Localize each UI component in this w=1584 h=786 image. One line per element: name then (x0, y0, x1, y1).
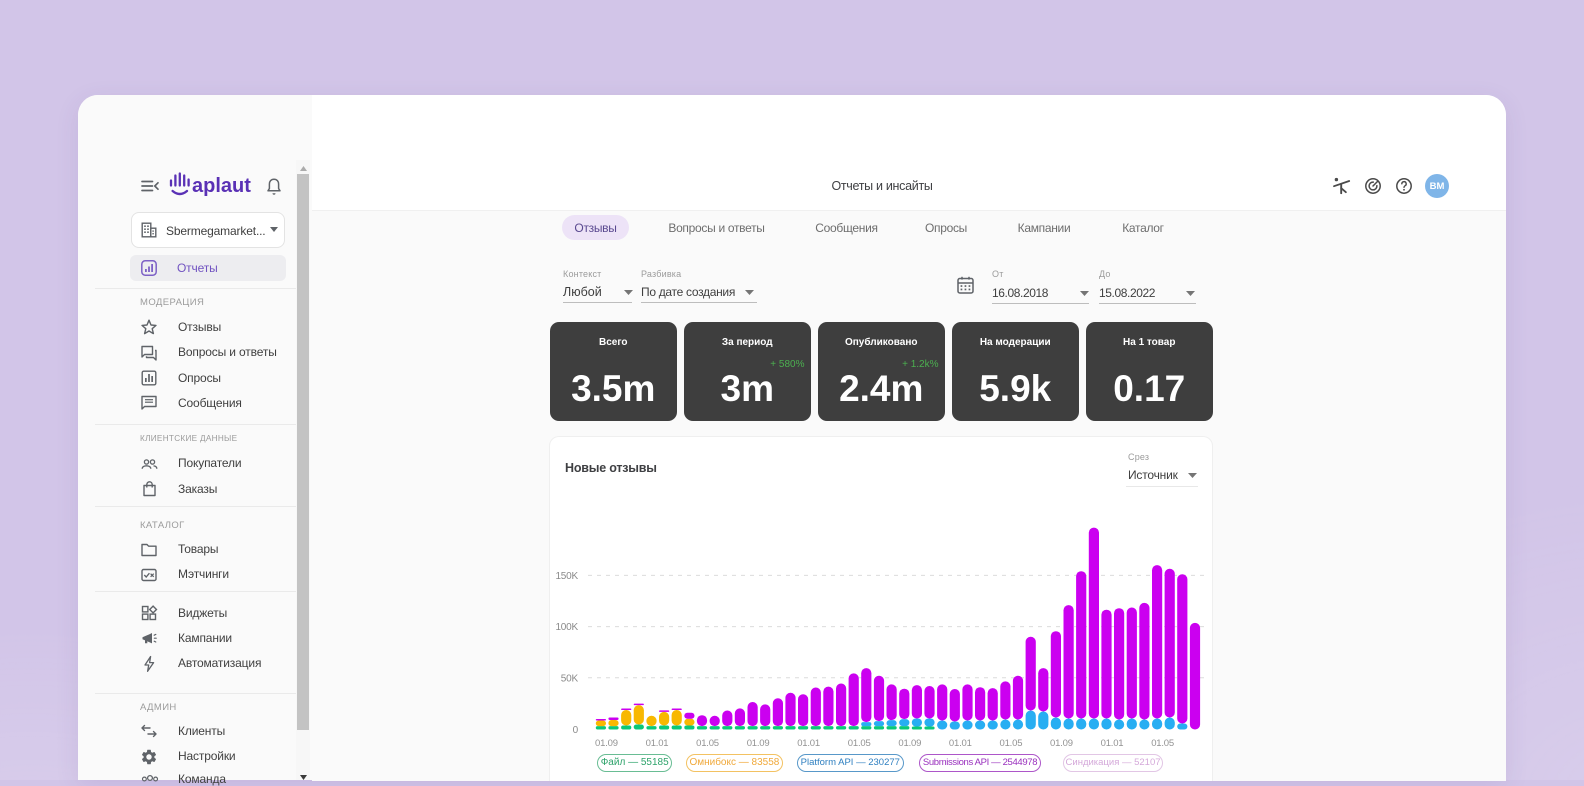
svg-text:01.05: 01.05 (696, 738, 719, 749)
svg-text:01.05: 01.05 (1000, 738, 1023, 749)
svg-text:01.01: 01.01 (797, 738, 820, 749)
svg-text:0: 0 (573, 725, 579, 736)
svg-text:01.09: 01.09 (898, 738, 921, 749)
svg-text:01.01: 01.01 (1101, 738, 1124, 749)
svg-text:01.09: 01.09 (595, 738, 618, 749)
svg-text:01.01: 01.01 (646, 738, 669, 749)
svg-text:01.05: 01.05 (1151, 738, 1174, 749)
svg-text:100K: 100K (555, 622, 578, 633)
svg-text:01.09: 01.09 (747, 738, 770, 749)
svg-text:01.01: 01.01 (949, 738, 972, 749)
svg-text:01.05: 01.05 (848, 738, 871, 749)
svg-text:150K: 150K (555, 571, 578, 582)
svg-text:50K: 50K (561, 673, 579, 684)
svg-text:01.09: 01.09 (1050, 738, 1073, 749)
